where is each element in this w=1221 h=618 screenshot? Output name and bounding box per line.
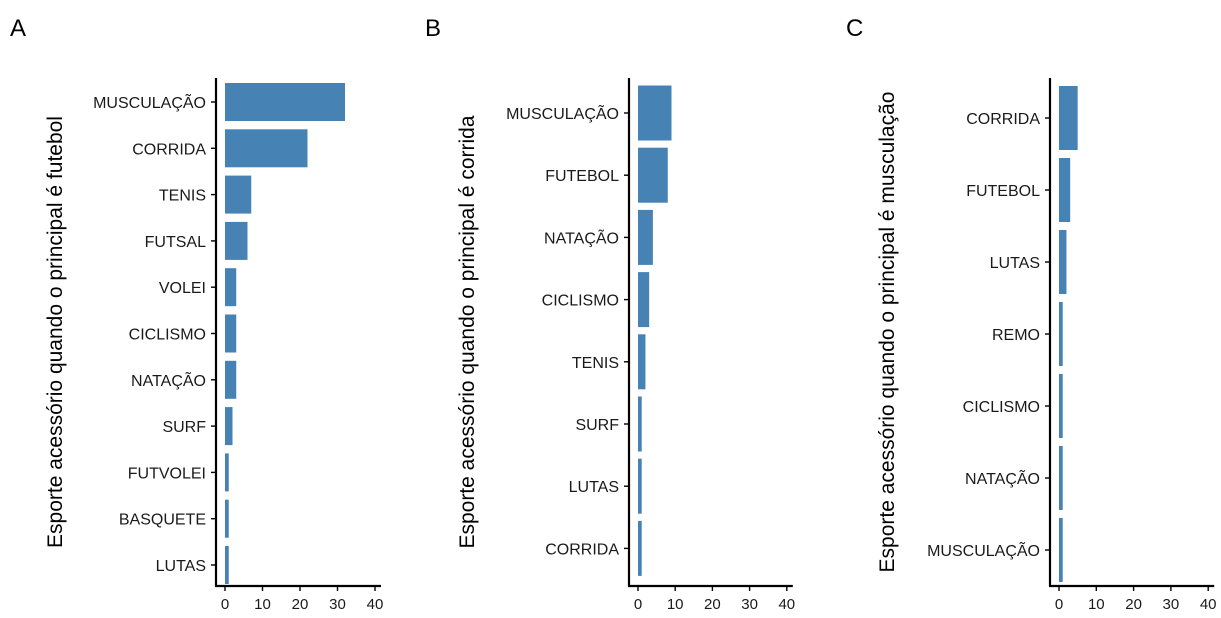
category-label: FUTSAL	[145, 234, 206, 251]
bar-5	[225, 314, 237, 353]
x-tick-label: 30	[741, 596, 758, 613]
x-tick-label: 20	[292, 596, 309, 613]
bar-9	[225, 499, 229, 538]
category-label: NATAÇÃO	[131, 370, 206, 390]
bar-3	[225, 221, 248, 260]
category-label: TENIS	[572, 355, 619, 372]
category-label: CORRIDA	[966, 111, 1040, 128]
category-label: MUSCULAÇÃO	[927, 540, 1040, 560]
panel-letter: A	[10, 15, 26, 42]
category-label: SURF	[162, 419, 206, 436]
bar-2	[225, 175, 252, 214]
category-label: VOLEI	[159, 280, 206, 297]
y-axis-title: Esporte acessório quando o principal é f…	[44, 116, 67, 548]
bar-8	[225, 453, 229, 492]
x-tick-label: 0	[634, 596, 642, 613]
bar-7	[638, 520, 642, 576]
bar-10	[225, 546, 229, 584]
category-label: FUTEBOL	[545, 168, 619, 185]
category-label: MUSCULAÇÃO	[506, 103, 619, 123]
bar-4	[1059, 374, 1063, 438]
x-tick-label: 10	[254, 596, 271, 613]
category-label: CORRIDA	[545, 541, 619, 558]
category-label: CORRIDA	[132, 141, 206, 158]
chart-panel-a: A Esporte acessório quando o principal é …	[10, 15, 383, 613]
x-tick-label: 20	[1125, 596, 1142, 613]
bar-0	[1059, 86, 1078, 150]
category-label: FUTEBOL	[966, 183, 1040, 200]
category-label: BASQUETE	[119, 512, 206, 529]
x-tick-label: 10	[1088, 596, 1105, 613]
bar-7	[225, 407, 233, 446]
panel-letter: B	[425, 15, 441, 42]
bar-3	[1059, 302, 1063, 366]
category-label: LUTAS	[990, 255, 1040, 272]
bar-3	[638, 272, 650, 328]
category-label: MUSCULAÇÃO	[93, 92, 206, 112]
bar-6	[1059, 518, 1063, 582]
category-label: SURF	[575, 417, 619, 434]
x-tick-label: 20	[704, 596, 721, 613]
bar-4	[225, 268, 237, 307]
bar-5	[1059, 446, 1063, 510]
y-axis-title: Esporte acessório quando o principal é c…	[456, 115, 479, 548]
bar-2	[638, 209, 653, 265]
bar-6	[638, 458, 642, 514]
panel-letter: C	[846, 15, 863, 42]
x-tick-label: 30	[329, 596, 346, 613]
category-label: TENIS	[159, 188, 206, 205]
category-label: FUTVOLEI	[128, 465, 206, 482]
x-tick-label: 0	[221, 596, 229, 613]
bar-1	[225, 129, 308, 168]
category-label: NATAÇÃO	[544, 227, 619, 247]
x-tick-label: 30	[1163, 596, 1180, 613]
x-tick-label: 40	[1200, 596, 1217, 613]
x-tick-label: 40	[778, 596, 795, 613]
bar-2	[1059, 230, 1067, 294]
bar-6	[225, 360, 237, 399]
category-label: CICLISMO	[542, 293, 619, 310]
bar-1	[638, 147, 668, 203]
category-label: CICLISMO	[963, 399, 1040, 416]
bar-0	[225, 83, 345, 121]
x-tick-label: 10	[667, 596, 684, 613]
category-label: LUTAS	[569, 479, 619, 496]
category-label: LUTAS	[156, 558, 206, 575]
category-label: CICLISMO	[129, 327, 206, 344]
chart-panel-b: B Esporte acessório quando o principal é …	[425, 15, 795, 613]
bar-4	[638, 334, 646, 390]
y-axis-title: Esporte acessório quando o principal é m…	[876, 92, 899, 573]
chart-panel-c: C Esporte acessório quando o principal é …	[846, 15, 1217, 613]
bar-0	[638, 85, 672, 141]
bar-5	[638, 396, 642, 452]
x-tick-label: 0	[1055, 596, 1063, 613]
x-tick-label: 40	[367, 596, 384, 613]
category-label: REMO	[992, 327, 1040, 344]
category-label: NATAÇÃO	[965, 468, 1040, 488]
bar-1	[1059, 158, 1071, 222]
